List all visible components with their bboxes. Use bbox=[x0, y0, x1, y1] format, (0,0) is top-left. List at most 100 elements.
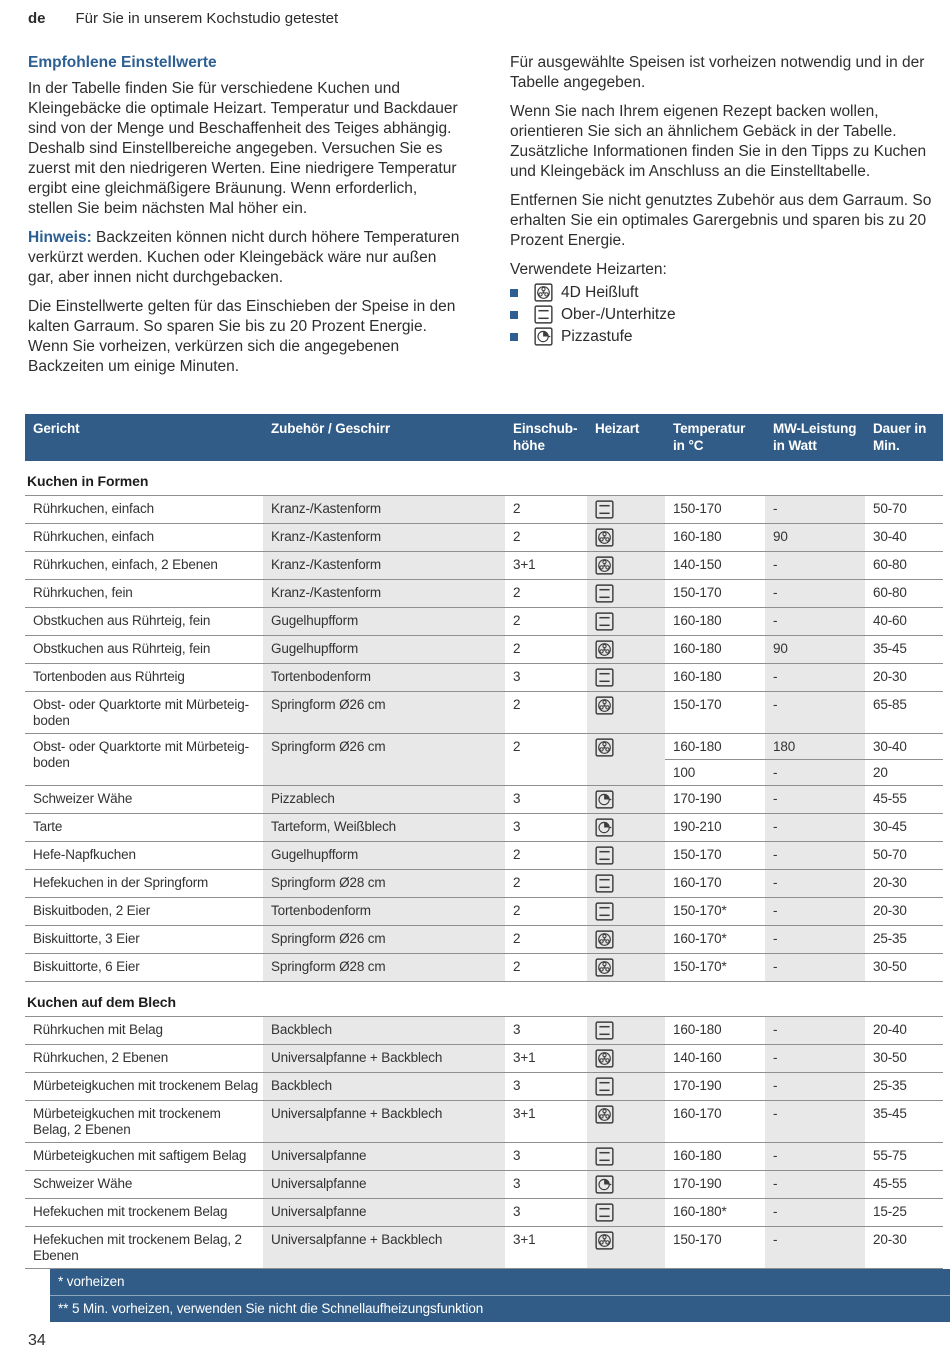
bullet-square-icon bbox=[510, 310, 518, 319]
cell-temperatur: 150-170* bbox=[673, 959, 727, 974]
table-row: Schweizer Wähe Universalpfanne 3 170-190 -45… bbox=[25, 1170, 943, 1199]
cell-temperatur: 160-180 bbox=[673, 1022, 722, 1037]
cell-mw-leistung: 180 - bbox=[765, 733, 865, 786]
table-row: Hefe-Napfkuchen Gugelhupfform 2 150-170 -50-… bbox=[25, 841, 943, 870]
cell-gericht: Obst- oder Quarktorte mit Mürbeteig-bode… bbox=[33, 697, 249, 728]
cell-temperatur: 150-170 bbox=[673, 847, 722, 862]
cell-dauer: 60-80 bbox=[873, 557, 907, 572]
cell-einschubhoehe: 3 bbox=[513, 1176, 521, 1191]
cell-mw-leistung: - bbox=[765, 1072, 865, 1101]
page-number: 34 bbox=[28, 1332, 46, 1349]
cell-einschubhoehe: 3 bbox=[513, 669, 521, 684]
cell-gericht: Rührkuchen, fein bbox=[33, 585, 133, 600]
column-header-temperatur: Temperatur in °C bbox=[665, 414, 765, 461]
legend-item: Ober-/Unterhitze bbox=[510, 304, 935, 325]
cell-dauer: 65-85 bbox=[873, 697, 907, 712]
cell-mw-leistung: - bbox=[765, 1170, 865, 1199]
cell-gericht: Schweizer Wähe bbox=[33, 1176, 133, 1191]
cell-mw-leistung: - bbox=[765, 579, 865, 608]
cell-einschubhoehe: 2 bbox=[513, 903, 521, 918]
intro-left-column: Empfohlene Einstellwerte In der Tabelle … bbox=[28, 53, 460, 405]
cell-einschubhoehe: 3 bbox=[513, 1204, 521, 1219]
heating-pizza-icon bbox=[587, 1170, 665, 1199]
cell-gericht: Rührkuchen, 2 Ebenen bbox=[33, 1050, 169, 1065]
table-row: Tortenboden aus Rührteig Tortenbodenform 3… bbox=[25, 663, 943, 692]
heating-top-bottom-icon bbox=[587, 1072, 665, 1101]
heating-top-bottom-icon bbox=[534, 305, 553, 324]
cell-zubehoer: Pizzablech bbox=[263, 785, 505, 814]
cell-gericht: Rührkuchen mit Belag bbox=[33, 1022, 163, 1037]
intro-section: Empfohlene Einstellwerte In der Tabelle … bbox=[0, 53, 950, 405]
cell-zubehoer: Gugelhupfform bbox=[263, 635, 505, 664]
cell-value-line: 30-40 bbox=[873, 739, 907, 754]
cell-gericht: Obstkuchen aus Rührteig, fein bbox=[33, 613, 211, 628]
table-row: Biskuitboden, 2 Eier Tortenbodenform 2 150-… bbox=[25, 897, 943, 926]
table-section-title: Kuchen auf dem Blech bbox=[25, 981, 943, 1017]
cell-einschubhoehe: 3+1 bbox=[513, 1106, 536, 1121]
table-row: Schweizer Wähe Pizzablech 3 170-190 -45-55 bbox=[25, 785, 943, 814]
table-row: Hefekuchen mit trockenem Belag, 2 Ebenen… bbox=[25, 1226, 943, 1269]
cell-gericht: Biskuitboden, 2 Eier bbox=[33, 903, 151, 918]
bullet-square-icon bbox=[510, 288, 518, 297]
table-section: Kuchen in Formen Rührkuchen, einfach Kranz… bbox=[25, 461, 943, 982]
cell-gericht: Mürbeteigkuchen mit saftigem Belag bbox=[33, 1148, 247, 1163]
cell-temperatur: 160-180 bbox=[673, 669, 722, 684]
cell-zubehoer: Springform Ø26 cm bbox=[263, 733, 505, 786]
legend-item-label: Ober-/Unterhitze bbox=[561, 306, 676, 323]
cell-gericht: Rührkuchen, einfach, 2 Ebenen bbox=[33, 557, 218, 572]
cell-temperatur: 160-180 100 bbox=[665, 734, 765, 786]
table-row: Mürbeteigkuchen mit trockenem Belag, 2 E… bbox=[25, 1100, 943, 1143]
heating-top-bottom-icon bbox=[587, 1142, 665, 1171]
table-row: Obst- oder Quarktorte mit Mürbeteig-bode… bbox=[25, 733, 943, 786]
intro-paragraph: Wenn Sie nach Ihrem eigenen Rezept backe… bbox=[510, 103, 927, 180]
cell-temperatur: 170-190 bbox=[673, 791, 722, 806]
cell-dauer: 50-70 bbox=[873, 847, 907, 862]
cell-dauer: 25-35 bbox=[873, 931, 907, 946]
cell-einschubhoehe: 3 bbox=[513, 791, 521, 806]
cell-zubehoer: Tarteform, Weißblech bbox=[263, 813, 505, 842]
cell-mw-leistung: - bbox=[765, 495, 865, 524]
cell-gericht: Hefekuchen in der Springform bbox=[33, 875, 209, 890]
cell-mw-leistung: - bbox=[765, 1100, 865, 1143]
cell-dauer: 30-50 bbox=[873, 1050, 907, 1065]
cell-zubehoer: Universalpfanne bbox=[263, 1142, 505, 1171]
legend-item: 4D Heißluft bbox=[510, 282, 935, 303]
cell-dauer: 15-25 bbox=[873, 1204, 907, 1219]
cell-dauer: 35-45 bbox=[873, 1106, 907, 1121]
legend-item-label: 4D Heißluft bbox=[561, 284, 639, 301]
heating-4d-icon bbox=[587, 691, 665, 734]
cell-temperatur: 160-180 bbox=[673, 613, 722, 628]
cell-gericht: Tarte bbox=[33, 819, 63, 834]
heating-top-bottom-icon bbox=[587, 841, 665, 870]
cell-mw-leistung: - bbox=[765, 551, 865, 580]
cell-value-line: - bbox=[765, 759, 865, 785]
cell-einschubhoehe: 2 bbox=[513, 529, 521, 544]
cell-mw-leistung: - bbox=[765, 1142, 865, 1171]
cell-einschubhoehe: 2 bbox=[513, 959, 521, 974]
cell-dauer: 50-70 bbox=[873, 501, 907, 516]
cell-temperatur: 160-170 bbox=[673, 1106, 722, 1121]
cell-gericht: Hefe-Napfkuchen bbox=[33, 847, 136, 862]
cell-zubehoer: Gugelhupfform bbox=[263, 841, 505, 870]
cell-dauer: 20-30 bbox=[873, 875, 907, 890]
cell-dauer: 30-45 bbox=[873, 819, 907, 834]
heating-top-bottom-icon bbox=[587, 663, 665, 692]
table-row: Obstkuchen aus Rührteig, fein Gugelhupffo… bbox=[25, 635, 943, 664]
cell-zubehoer: Kranz-/Kastenform bbox=[263, 495, 505, 524]
cell-einschubhoehe: 2 bbox=[513, 931, 521, 946]
cell-dauer: 30-50 bbox=[873, 959, 907, 974]
cell-dauer: 30-40 20 bbox=[865, 734, 943, 786]
cell-temperatur: 150-170 bbox=[673, 697, 722, 712]
table-header: Gericht Zubehör / Geschirr Einschub- höh… bbox=[25, 414, 943, 461]
cell-zubehoer: Universalpfanne bbox=[263, 1198, 505, 1227]
heating-4d-icon bbox=[587, 551, 665, 580]
heating-4d-icon bbox=[587, 1100, 665, 1143]
cell-zubehoer: Backblech bbox=[263, 1016, 505, 1045]
heating-4d-icon bbox=[587, 1044, 665, 1073]
cell-zubehoer: Springform Ø26 cm bbox=[263, 691, 505, 734]
cell-einschubhoehe: 3 bbox=[513, 1022, 521, 1037]
cell-zubehoer: Universalpfanne bbox=[263, 1170, 505, 1199]
cell-mw-leistung: - bbox=[765, 663, 865, 692]
cell-dauer: 40-60 bbox=[873, 613, 907, 628]
